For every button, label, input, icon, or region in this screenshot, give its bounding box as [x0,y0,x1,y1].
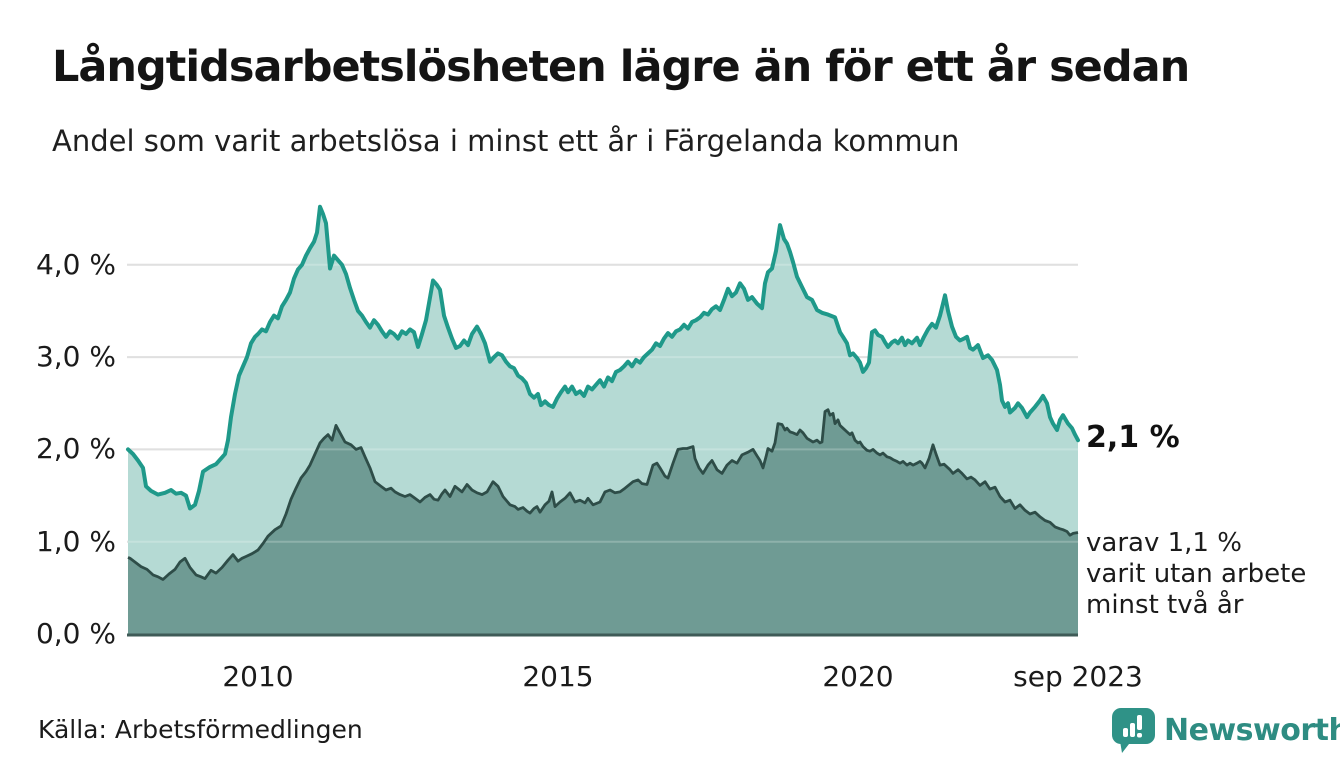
x-axis-label: 2020 [822,660,894,693]
latest-value-label: 2,1 % [1086,420,1180,455]
y-axis-label: 4,0 % [35,247,116,281]
brand-name: Newsworthy [1164,712,1340,748]
secondary-annotation-line: varav 1,1 % [1086,528,1242,558]
line-one-year [126,204,1080,511]
secondary-annotation-line: minst två år [1086,590,1244,620]
secondary-annotation-line: varit utan arbete [1086,559,1307,589]
y-axis-label: 2,0 % [35,432,116,466]
newsworthy-icon [1112,708,1155,753]
area-two-years [128,409,1078,634]
y-axis-label: 1,0 % [35,524,116,558]
y-axis-label: 0,0 % [35,617,116,650]
newsworthy-logo[interactable]: Newsworthy [1112,706,1340,754]
line-two-years [127,408,1079,581]
y-axis-label: 3,0 % [35,340,116,374]
secondary-annotation: varav 1,1 % varit utan arbete minst två … [1086,528,1306,621]
source-note: Källa: Arbetsförmedlingen [38,715,363,744]
x-axis-label: 2015 [522,660,594,693]
x-axis-label: sep 2023 [1013,660,1143,693]
x-axis-label: 2010 [222,660,294,693]
page-title: Långtidsarbetslösheten lägre än för ett … [52,42,1190,92]
chart-subtitle: Andel som varit arbetslösa i minst ett å… [52,124,960,158]
